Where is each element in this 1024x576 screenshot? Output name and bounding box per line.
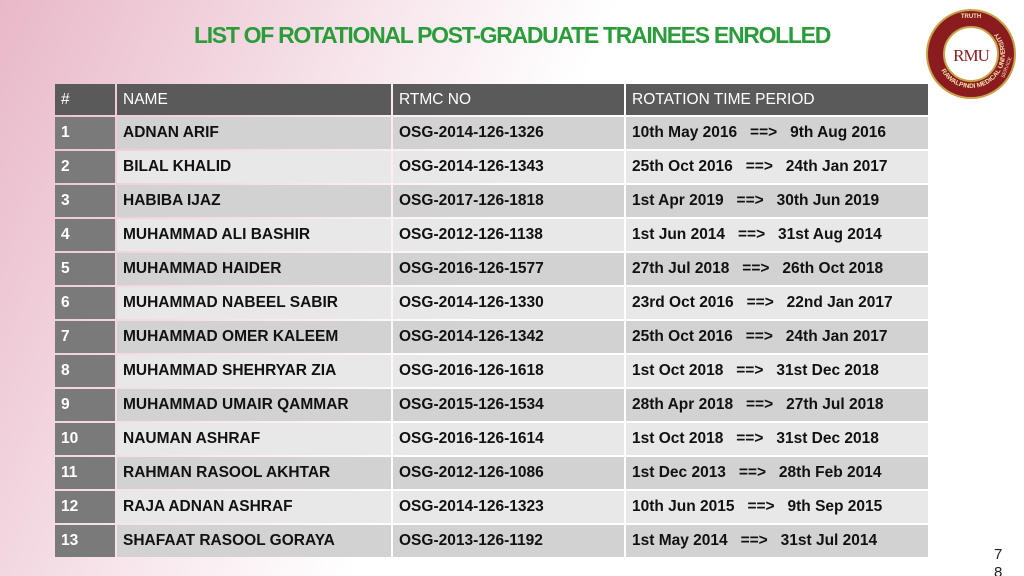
row-number: 2 [55,151,115,183]
name-cell: MUHAMMAD UMAIR QAMMAR [117,389,391,421]
row-number: 5 [55,253,115,285]
slide-title: LIST OF ROTATIONAL POST-GRADUATE TRAINEE… [193,22,831,48]
table-row: 2 BILAL KHALID OSG-2014-126-1343 25th Oct 2… [55,151,928,183]
period-cell: 25th Oct 2016 ==> 24th Jan 2017 [626,321,928,353]
name-cell: BILAL KHALID [117,151,391,183]
row-number: 12 [55,491,115,523]
name-cell: RAHMAN RASOOL AKHTAR [117,457,391,489]
header-cell: ROTATION TIME PERIOD [626,84,928,115]
period-cell: 25th Oct 2016 ==> 24th Jan 2017 [626,151,928,183]
period-cell: 1st Apr 2019 ==> 30th Jun 2019 [626,185,928,217]
name-cell: MUHAMMAD ALI BASHIR [117,219,391,251]
table-row: 10 NAUMAN ASHRAF OSG-2016-126-1614 1st Oct … [55,423,928,455]
table-row: 13 SHAFAAT RASOOL GORAYA OSG-2013-126-1192… [55,525,928,557]
rtmc-cell: OSG-2015-126-1534 [393,389,624,421]
rtmc-cell: OSG-2016-126-1577 [393,253,624,285]
row-number: 7 [55,321,115,353]
period-cell: 1st May 2014 ==> 31st Jul 2014 [626,525,928,557]
rtmc-cell: OSG-2016-126-1614 [393,423,624,455]
name-cell: NAUMAN ASHRAF [117,423,391,455]
table-row: 9 MUHAMMAD UMAIR QAMMAR OSG-2015-126-1534 2… [55,389,928,421]
period-cell: 27th Jul 2018 ==> 26th Oct 2018 [626,253,928,285]
rtmc-cell: OSG-2014-126-1343 [393,151,624,183]
name-cell: MUHAMMAD HAIDER [117,253,391,285]
period-cell: 1st Dec 2013 ==> 28th Feb 2014 [626,457,928,489]
row-number: 6 [55,287,115,319]
header-cell: NAME [117,84,391,115]
name-cell: SHAFAAT RASOOL GORAYA [117,525,391,557]
table-row: 11 RAHMAN RASOOL AKHTAR OSG-2012-126-1086 1… [55,457,928,489]
name-cell: RAJA ADNAN ASHRAF [117,491,391,523]
period-cell: 1st Oct 2018 ==> 31st Dec 2018 [626,423,928,455]
rtmc-cell: OSG-2013-126-1192 [393,525,624,557]
rtmc-cell: OSG-2012-126-1086 [393,457,624,489]
name-cell: MUHAMMAD SHEHRYAR ZIA [117,355,391,387]
logo: RAWALPINDI MEDICAL UNIVERSITY TRUTH SERV… [926,9,1016,99]
logo-top: TRUTH [961,14,981,20]
row-number: 13 [55,525,115,557]
table-row: 4 MUHAMMAD ALI BASHIR OSG-2012-126-1138 1st… [55,219,928,251]
row-number: 1 [55,117,115,149]
header-cell: # [55,84,115,115]
row-number: 8 [55,355,115,387]
rtmc-cell: OSG-2014-126-1323 [393,491,624,523]
table-row: 8 MUHAMMAD SHEHRYAR ZIA OSG-2016-126-1618 1… [55,355,928,387]
period-cell: 28th Apr 2018 ==> 27th Jul 2018 [626,389,928,421]
rtmc-cell: OSG-2014-126-1342 [393,321,624,353]
row-number: 4 [55,219,115,251]
rtmc-cell: OSG-2014-126-1326 [393,117,624,149]
row-number: 11 [55,457,115,489]
table-row: 7 MUHAMMAD OMER KALEEM OSG-2014-126-1342 25… [55,321,928,353]
table-row: 3 HABIBA IJAZ OSG-2017-126-1818 1st Apr 201… [55,185,928,217]
header-cell: RTMC NO [393,84,624,115]
page-number: 78 [994,546,1003,576]
name-cell: MUHAMMAD OMER KALEEM [117,321,391,353]
rtmc-cell: OSG-2016-126-1618 [393,355,624,387]
row-number: 10 [55,423,115,455]
table-row: 12 RAJA ADNAN ASHRAF OSG-2014-126-1323 10th… [55,491,928,523]
table-row: 6 MUHAMMAD NABEEL SABIR OSG-2014-126-1330 2… [55,287,928,319]
period-cell: 1st Oct 2018 ==> 31st Dec 2018 [626,355,928,387]
logo-monogram: RMU [953,46,989,65]
rtmc-cell: OSG-2014-126-1330 [393,287,624,319]
rtmc-cell: OSG-2012-126-1138 [393,219,624,251]
period-cell: 23rd Oct 2016 ==> 22nd Jan 2017 [626,287,928,319]
period-cell: 10th May 2016 ==> 9th Aug 2016 [626,117,928,149]
row-number: 3 [55,185,115,217]
period-cell: 10th Jun 2015 ==> 9th Sep 2015 [626,491,928,523]
row-number: 9 [55,389,115,421]
name-cell: HABIBA IJAZ [117,185,391,217]
period-cell: 1st Jun 2014 ==> 31st Aug 2014 [626,219,928,251]
trainee-table: # NAME RTMC NO ROTATION TIME PERIOD 1 ADNAN A… [53,82,930,559]
header-row: # NAME RTMC NO ROTATION TIME PERIOD [55,84,928,115]
name-cell: ADNAN ARIF [117,117,391,149]
name-cell: MUHAMMAD NABEEL SABIR [117,287,391,319]
table-row: 1 ADNAN ARIF OSG-2014-126-1326 10th May 201… [55,117,928,149]
table-row: 5 MUHAMMAD HAIDER OSG-2016-126-1577 27th Ju… [55,253,928,285]
rtmc-cell: OSG-2017-126-1818 [393,185,624,217]
